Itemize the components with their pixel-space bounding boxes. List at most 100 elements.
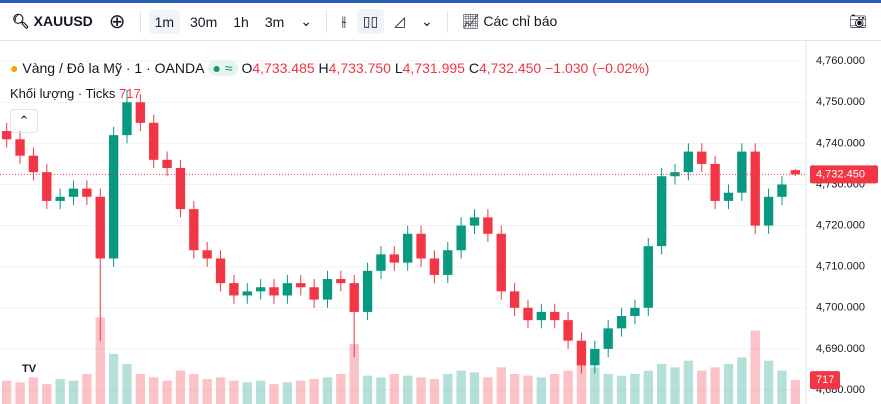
candle-body	[242, 291, 252, 296]
volume-bar	[55, 379, 65, 404]
candle-body	[68, 188, 79, 197]
candle-body	[296, 283, 306, 288]
candle-body	[496, 233, 506, 292]
candle-body	[443, 250, 453, 275]
add-button[interactable]: ⊕	[108, 11, 126, 33]
volume-bar	[469, 372, 480, 404]
tv-logo: TV	[22, 363, 37, 375]
separator	[446, 10, 448, 33]
symbol-icon: ●	[10, 60, 19, 76]
candle-body	[750, 151, 760, 226]
candle-body	[202, 250, 212, 259]
volume-bar	[523, 375, 533, 404]
candle-body	[175, 168, 186, 210]
candle-body	[710, 163, 720, 201]
interval-button[interactable]: 3m	[264, 13, 285, 30]
legend: ● Vàng / Đô la Mỹ · 1 · OANDA ● ≈ O4,733…	[10, 60, 650, 76]
candle-body	[563, 320, 573, 341]
symbol-button[interactable]: 🔍︎ XAUUSD	[12, 13, 93, 29]
volume-title: Khối lượng · Ticks	[10, 86, 116, 101]
candle-body	[189, 209, 199, 251]
volume-bar	[296, 380, 306, 404]
volume-bar	[42, 384, 52, 404]
candle-body	[777, 184, 787, 197]
volume-bar	[68, 380, 79, 404]
volume-bar	[282, 382, 293, 404]
interval-button[interactable]: 1h	[233, 13, 249, 30]
candle-body	[108, 135, 119, 259]
candle-body	[643, 246, 653, 308]
toolbar: 🔍︎ XAUUSD ⊕ 1m 30m 1h 3m ⌄ ⫳ ▯▯ ◿ ⌄ 📈︎ C…	[0, 0, 881, 41]
candle-body	[550, 311, 560, 321]
candle-body	[229, 283, 239, 296]
chart: 4,680.0004,690.0004,700.0004,710.0004,72…	[0, 41, 878, 404]
volume-bar	[349, 344, 359, 404]
symbol: XAUUSD	[33, 13, 93, 29]
volume-bar	[82, 374, 92, 404]
dropdown[interactable]: ⌄	[420, 13, 433, 29]
volume-bar	[576, 360, 587, 404]
volume-bar	[202, 379, 212, 404]
collapse-button[interactable]: ⌃	[10, 109, 38, 133]
dropdown[interactable]: ⌄	[300, 13, 313, 29]
volume-bar	[362, 375, 373, 404]
volume-bar	[643, 370, 653, 404]
candle-body	[737, 151, 747, 193]
open: 4,733.485	[252, 60, 315, 76]
candle-body	[122, 102, 132, 136]
volume-bar	[683, 360, 694, 404]
bars-button[interactable]: ⫳	[341, 13, 347, 29]
candles-button[interactable]: ▯▯	[356, 9, 385, 34]
volume-bar	[122, 364, 132, 404]
volume-bar	[389, 374, 399, 404]
separator	[139, 10, 141, 33]
volume-bar	[215, 377, 226, 404]
y-tick-label: 4,750.000	[816, 96, 865, 108]
volume-bar	[616, 375, 627, 404]
interval-button[interactable]: 30m	[190, 13, 218, 30]
y-tick-label: 4,690.000	[816, 343, 865, 355]
volume-value: 717	[119, 86, 141, 101]
volume-bar	[429, 379, 440, 404]
low: 4,731.995	[402, 60, 465, 76]
candle-body	[403, 233, 413, 263]
interval-button[interactable]: 1m	[148, 9, 181, 34]
volume-box	[810, 371, 840, 390]
volume-bar	[416, 377, 426, 404]
area-button[interactable]: ◿	[394, 13, 405, 29]
indicators-button[interactable]: 📈︎ Các chỉ báo	[461, 13, 558, 29]
volume-bar	[456, 370, 466, 404]
y-tick-label: 4,700.000	[816, 302, 865, 314]
candle-body	[82, 188, 92, 197]
candle-body	[469, 217, 480, 226]
candle-body	[162, 159, 172, 169]
volume-bar	[322, 377, 333, 404]
candle-body	[456, 225, 466, 251]
volume-bar	[403, 375, 413, 404]
status: ● ≈	[207, 60, 238, 76]
y-tick-label: 4,710.000	[816, 261, 865, 273]
candle-body	[697, 151, 707, 164]
volume-bar	[15, 382, 25, 404]
candle-body	[630, 307, 640, 317]
volume-bar	[2, 380, 12, 404]
volume-bar	[336, 374, 346, 404]
tv-logo-text: TV	[22, 363, 37, 375]
candle-body	[269, 287, 279, 296]
y-tick-label: 4,740.000	[816, 137, 865, 149]
volume-bar	[763, 360, 774, 404]
candle-body	[215, 258, 226, 284]
volume-legend: Khối lượng · Ticks 717 ⌃	[10, 86, 141, 133]
candle-body	[763, 196, 774, 226]
y-tick-label: 4,760.000	[816, 55, 865, 67]
snapshot-button[interactable]: 📷︎	[849, 13, 867, 29]
candle-body	[2, 131, 12, 140]
volume-bar	[309, 379, 319, 404]
candle-body	[416, 233, 426, 259]
volume-bar	[737, 357, 747, 404]
candle-body	[616, 316, 627, 329]
candle-body	[42, 172, 52, 201]
volume-bar	[135, 374, 146, 404]
candle-body	[483, 217, 493, 234]
volume-bar	[603, 374, 613, 404]
